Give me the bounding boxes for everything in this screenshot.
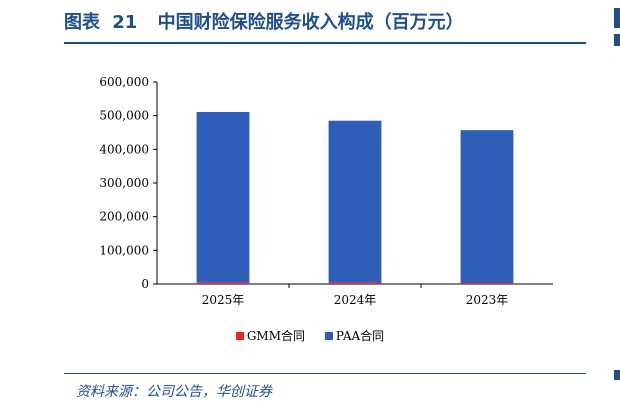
- x-tick-label: 2024年: [334, 293, 377, 307]
- bar-gmm: [196, 282, 250, 284]
- source-note: 资料来源：公司公告，华创证券: [76, 384, 272, 400]
- x-tick-label: 2023年: [466, 293, 509, 307]
- legend-label-paa: PAA合同: [335, 329, 385, 343]
- y-tick-label: 200,000: [99, 210, 149, 224]
- x-tick-label: 2025年: [202, 293, 245, 307]
- chart-plot: 0 100,000 200,000 300,000 400,000 500,000 600,…: [99, 75, 553, 307]
- page-edge-mark: [614, 370, 620, 380]
- chart-title: 中国财险保险服务收入构成（百万元）: [157, 12, 464, 33]
- y-tick-label: 0: [141, 277, 149, 291]
- footer-divider: [64, 373, 586, 374]
- y-tick-label: 400,000: [99, 142, 149, 156]
- bar-gmm: [328, 282, 382, 284]
- y-tick-label: 500,000: [99, 109, 149, 123]
- bar-gmm: [460, 282, 514, 284]
- legend-swatch-paa: [324, 331, 333, 340]
- bar-paa: [328, 120, 382, 283]
- bar-paa: [196, 111, 250, 283]
- title-divider: [64, 42, 586, 44]
- page-edge-mark: [614, 8, 620, 28]
- y-tick-label: 100,000: [99, 243, 149, 257]
- legend-item-paa: PAA合同: [324, 327, 385, 344]
- page-edge-mark: [614, 34, 620, 46]
- chart-legend: GMM合同 PAA合同: [0, 327, 620, 344]
- legend-swatch-gmm: [235, 331, 244, 340]
- figure-title: 图表 21 中国财险保险服务收入构成（百万元）: [64, 8, 464, 34]
- y-tick-label: 300,000: [99, 176, 149, 190]
- figure-label: 图表: [64, 12, 100, 33]
- figure-number: 21: [112, 12, 138, 33]
- bar-paa: [460, 130, 514, 283]
- legend-label-gmm: GMM合同: [246, 329, 306, 343]
- legend-item-gmm: GMM合同: [235, 327, 306, 344]
- y-tick-label: 600,000: [99, 75, 149, 89]
